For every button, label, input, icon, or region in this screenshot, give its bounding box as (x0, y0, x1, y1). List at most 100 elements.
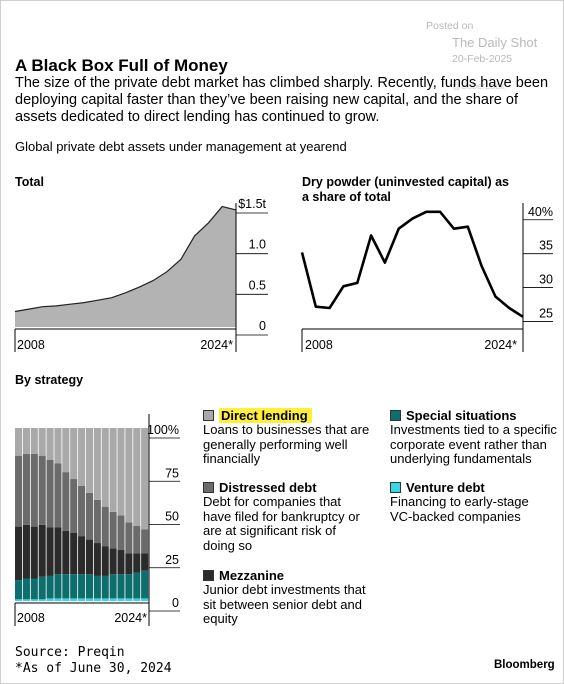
venture-debt-bar (141, 598, 149, 601)
direct-lending-desc: Loans to businesses that are generally p… (203, 422, 370, 466)
strategy-y-tick-label: 25 (165, 553, 179, 567)
venture-title: Venture debt (406, 480, 485, 495)
venture-debt-bar (38, 599, 46, 601)
special-situations-bar (78, 574, 86, 599)
direct-lending-swatch (203, 410, 214, 421)
venture-debt-bar (46, 598, 54, 601)
mezzanine-bar (38, 524, 46, 577)
mezzanine-bar (30, 526, 38, 579)
strategy-y-tick-label: 50 (165, 510, 179, 524)
special-situations-bar (22, 578, 30, 600)
special-situations-bar (38, 576, 46, 600)
direct-lending-bar (30, 428, 38, 454)
dry-y-tick-label: 25 (539, 306, 553, 320)
chart-subtitle: The size of the private debt market has … (15, 75, 549, 125)
total-x-tick-label: 2024* (200, 338, 233, 352)
direct-lending-bar (38, 428, 46, 456)
dry-y-tick-label: 35 (539, 239, 553, 253)
venture-debt-bar (30, 599, 38, 601)
legend-venture-debt: Venture debt Financing to early-stage VC… (390, 480, 550, 524)
mezzanine-bar (70, 532, 78, 575)
special-title: Special situations (406, 408, 517, 423)
distressed-debt-bar (109, 511, 117, 549)
distressed-debt-bar (141, 529, 149, 554)
date-note: *As of June 30, 2024 (15, 661, 172, 676)
direct-lending-bar (22, 428, 30, 454)
watermark-posted: Posted on (426, 20, 474, 32)
dry-y-tick-label: 40% (528, 205, 553, 219)
special-situations-bar (133, 572, 141, 599)
special-situations-bar (70, 574, 78, 599)
mezzanine-bar (141, 553, 149, 571)
watermark-source: The Daily Shot (452, 35, 538, 50)
special-situations-bar (46, 575, 54, 599)
distressed-debt-bar (93, 499, 101, 544)
mezzanine-title: Mezzanine (219, 568, 285, 583)
legend-special-situations: Special situations Investments tied to a… (390, 408, 560, 467)
chart-title: A Black Box Full of Money (15, 56, 228, 75)
mezzanine-bar (78, 536, 86, 575)
total-area-line (14, 205, 237, 313)
venture-debt-bar (109, 598, 117, 601)
bloomberg-logo: Bloomberg (494, 659, 555, 671)
venture-debt-bar (101, 598, 109, 601)
mezzanine-bar (22, 524, 30, 579)
total-y-tick-label: 0 (259, 319, 266, 333)
special-situations-bar (62, 574, 70, 599)
chart-caption: Global private debt assets under managem… (15, 139, 347, 154)
venture-debt-bar (15, 599, 23, 601)
mezzanine-bar (125, 553, 133, 575)
special-situations-bar (54, 574, 62, 599)
direct-lending-bar (109, 428, 117, 512)
venture-debt-bar (93, 598, 101, 601)
watermark-date: 20-Feb-2025 (452, 53, 513, 65)
direct-lending-bar (85, 428, 94, 493)
mezzanine-bar (133, 553, 141, 573)
special-situations-bar (93, 575, 101, 599)
distressed-debt-bar (85, 492, 94, 540)
direct-lending-bar (70, 428, 78, 480)
distressed-debt-bar (62, 472, 70, 531)
distressed-debt-bar (22, 453, 30, 525)
distressed-debt-bar (70, 479, 78, 533)
special-situations-bar (15, 580, 23, 600)
venture-debt-bar (125, 598, 133, 601)
distressed-debt-bar (54, 463, 62, 528)
dry-x-tick-label: 2024* (484, 338, 517, 352)
mezzanine-bar (93, 543, 101, 576)
dry-powder-panel-title: Dry powder (uninvested capital) as a sha… (302, 175, 509, 204)
distressed-debt-bar (30, 453, 38, 527)
special-situations-bar (117, 574, 125, 599)
mezzanine-bar (46, 527, 54, 576)
total-area (15, 206, 236, 327)
direct-lending-bar (101, 428, 109, 507)
mezzanine-bar (85, 539, 94, 575)
total-y-tick-label: $1.5t (238, 197, 266, 211)
distressed-debt-bar (78, 485, 86, 537)
mezzanine-bar (54, 527, 62, 575)
distressed-debt-bar (125, 522, 133, 554)
distressed-debt-bar (38, 455, 46, 525)
venture-debt-bar (62, 598, 70, 601)
venture-debt-bar (133, 598, 141, 601)
direct-lending-bar (141, 428, 149, 530)
mezzanine-bar (117, 549, 125, 575)
dry-powder-line (300, 210, 524, 318)
venture-debt-bar (22, 599, 30, 601)
source-note: Source: Preqin (15, 645, 125, 660)
special-situations-bar (109, 574, 117, 599)
direct-lending-bar (15, 428, 23, 456)
legend-direct-lending: Direct lending Loans to businesses that … (203, 408, 378, 467)
special-situations-bar (30, 578, 38, 600)
total-x-tick-label: 2008 (17, 338, 45, 352)
direct-lending-bar (125, 428, 133, 523)
total-y-tick-label: 0.5 (249, 278, 266, 292)
mezzanine-swatch (203, 570, 214, 581)
venture-debt-bar (85, 598, 94, 601)
distressed-desc: Debt for companies that have filed for b… (203, 494, 360, 553)
direct-lending-bar (133, 428, 141, 526)
direct-lending-bar (54, 428, 62, 464)
